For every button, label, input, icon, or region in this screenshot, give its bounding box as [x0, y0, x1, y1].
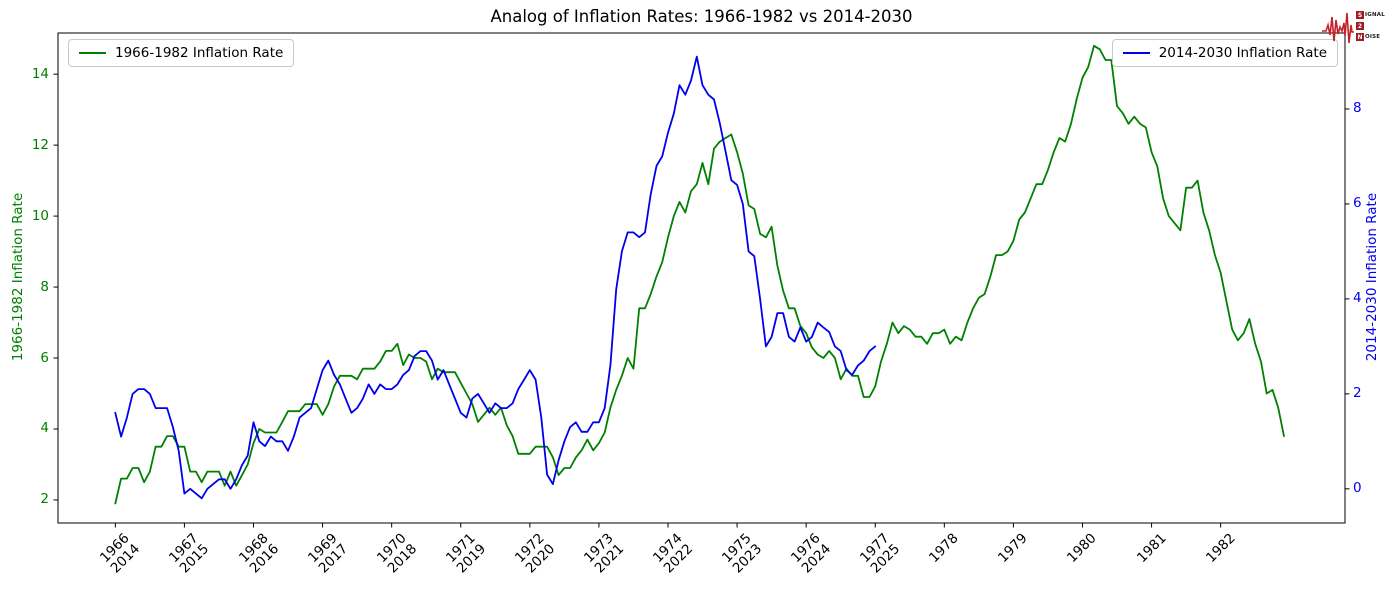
legend-line-sample-green: [79, 52, 106, 54]
logo-box-2: 2: [1356, 22, 1364, 30]
logo-row-2: 2: [1356, 22, 1385, 30]
left-y-tick-label: 10: [31, 207, 49, 224]
legend-label-1966-1982: 1966-1982 Inflation Rate: [115, 45, 284, 61]
legend-2014-2030: 2014-2030 Inflation Rate: [1111, 39, 1338, 67]
series-line-1966-1982: [114, 44, 1285, 505]
left-y-tick-label: 14: [31, 65, 49, 82]
signal2noise-logo: S IGNAL 2 N OISE: [1322, 4, 1390, 48]
axes-frame: [57, 32, 1346, 524]
left-y-tick-label: 12: [31, 136, 49, 153]
series-line-2014-2030: [114, 55, 877, 500]
left-y-tick-label: 8: [40, 278, 49, 295]
legend-label-2014-2030: 2014-2030 Inflation Rate: [1158, 45, 1327, 61]
legend-line-sample-blue: [1122, 52, 1150, 54]
left-y-tick-label: 6: [40, 349, 49, 366]
right-y-tick-label: 2: [1353, 385, 1362, 402]
logo-row-signal: S IGNAL: [1356, 11, 1385, 19]
logo-box-s: S: [1356, 11, 1364, 19]
right-y-tick-label: 4: [1353, 290, 1362, 307]
left-y-tick-label: 2: [40, 491, 49, 508]
right-y-tick-label: 0: [1353, 480, 1362, 497]
chart-title: Analog of Inflation Rates: 1966-1982 vs …: [490, 7, 913, 26]
ekg-waveform-icon: [1322, 12, 1354, 44]
left-y-tick-label: 4: [40, 420, 49, 437]
right-y-tick-label: 8: [1353, 100, 1362, 117]
logo-box-n: N: [1356, 33, 1364, 41]
logo-row-noise: N OISE: [1356, 33, 1381, 41]
right-y-tick-label: 6: [1353, 195, 1362, 212]
legend-1966-1982: 1966-1982 Inflation Rate: [68, 39, 295, 67]
